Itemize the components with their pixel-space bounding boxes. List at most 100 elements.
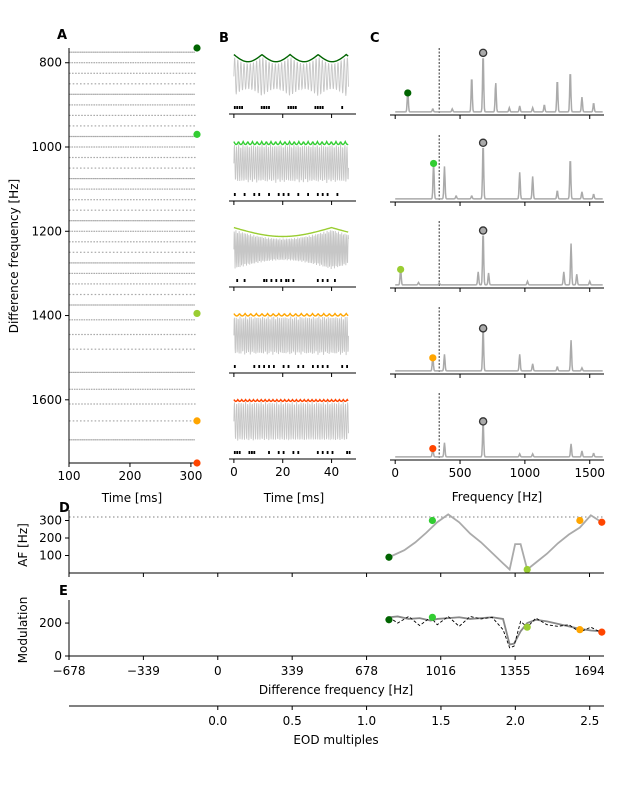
raster-spike [144, 188, 147, 190]
raster-spike [137, 388, 139, 390]
raster-spike [109, 348, 111, 350]
raster-spike [90, 319, 93, 321]
raster-spike [72, 251, 75, 253]
raster-spike [151, 72, 153, 74]
raster-spike [126, 283, 129, 285]
raster-spike [83, 304, 86, 306]
raster-spike [69, 83, 71, 85]
raster-spike [149, 93, 152, 95]
raster-spike [117, 199, 120, 201]
raster-spike [87, 167, 89, 169]
raster-spike [154, 220, 157, 222]
raster-spike [144, 388, 147, 390]
panel-b-envelope [233, 226, 349, 238]
raster-spike [78, 146, 81, 148]
raster-spike [175, 348, 177, 350]
raster-spike [153, 51, 155, 53]
panel-d-ytick-label: 300 [39, 514, 62, 528]
raster-spike [127, 304, 130, 306]
raster-spike [85, 135, 88, 138]
raster-spike [105, 241, 108, 243]
raster-spike [133, 220, 135, 222]
raster-spike [144, 146, 147, 148]
raster-spike [172, 283, 175, 285]
raster-spike [136, 283, 138, 285]
raster-spike [176, 178, 179, 180]
panel-label-c: C [370, 31, 380, 46]
raster-spike [93, 62, 95, 64]
raster-spike [105, 72, 108, 74]
raster-spike [87, 51, 89, 53]
panel-c-beat-marker [429, 354, 437, 362]
raster-spike [160, 125, 162, 127]
raster-spike [96, 220, 98, 222]
raster-spike [131, 262, 133, 264]
raster-spike [105, 135, 108, 138]
raster-spike [120, 135, 122, 138]
raster-spike [175, 83, 177, 85]
raster-spike [118, 178, 120, 180]
raster-spike [148, 333, 150, 336]
raster-spike [89, 371, 91, 373]
raster-spike [89, 135, 91, 138]
raster-spike [188, 104, 191, 106]
raster-spike [175, 156, 178, 159]
raster-spike [142, 262, 144, 264]
raster-spike [80, 125, 82, 127]
raster-spike [72, 262, 75, 264]
raster-spike [86, 230, 88, 232]
raster-spike [167, 262, 170, 264]
raster-spike [116, 439, 119, 441]
raster-spike [176, 51, 179, 53]
panel-e-secondary-xlabel: EOD multiples [293, 733, 378, 747]
raster-spike [76, 178, 78, 180]
raster-spike [127, 178, 130, 180]
raster-spike [149, 220, 152, 222]
raster-spike [105, 220, 108, 222]
raster-spike [137, 104, 139, 106]
panel-e-marker [598, 628, 606, 636]
panel-e-xtick-label: −678 [53, 664, 86, 678]
panel-b-envelope [233, 398, 349, 403]
raster-spike [127, 104, 130, 106]
raster-spike [87, 403, 89, 405]
raster-spike [111, 156, 114, 159]
raster-spike [183, 388, 186, 390]
raster-spike [80, 371, 82, 373]
raster-spike [167, 83, 170, 85]
raster-spike [131, 125, 133, 127]
panel-b-spike [331, 451, 334, 454]
raster-spike [126, 156, 129, 159]
raster-spike [86, 146, 88, 148]
raster-spike [125, 220, 128, 222]
raster-spike [90, 403, 92, 405]
raster-spike [72, 304, 75, 306]
raster-spike [139, 333, 141, 336]
raster-spike [156, 93, 159, 95]
raster-spike [194, 403, 196, 405]
raster-spike [130, 62, 132, 64]
raster-spike [165, 51, 168, 53]
raster-spike [171, 420, 173, 422]
raster-spike [144, 319, 147, 321]
raster-spike [142, 304, 144, 306]
raster-spike [74, 93, 77, 95]
raster-spike [80, 262, 82, 264]
raster-spike [191, 135, 194, 138]
raster-spike [120, 319, 122, 321]
panel-a-ytick-label: 1400 [31, 309, 62, 323]
raster-spike [120, 199, 123, 201]
raster-spike [98, 178, 100, 180]
raster-spike [71, 230, 73, 232]
raster-spike [159, 62, 161, 64]
raster-spike [90, 388, 93, 390]
raster-spike [139, 156, 141, 159]
raster-spike [69, 403, 71, 405]
raster-spike [100, 371, 102, 373]
raster-spike [131, 83, 133, 85]
panel-b-spike [302, 365, 305, 368]
raster-spike [127, 62, 130, 64]
raster-spike [99, 156, 102, 159]
raster-spike [182, 220, 184, 222]
raster-spike [96, 178, 98, 180]
